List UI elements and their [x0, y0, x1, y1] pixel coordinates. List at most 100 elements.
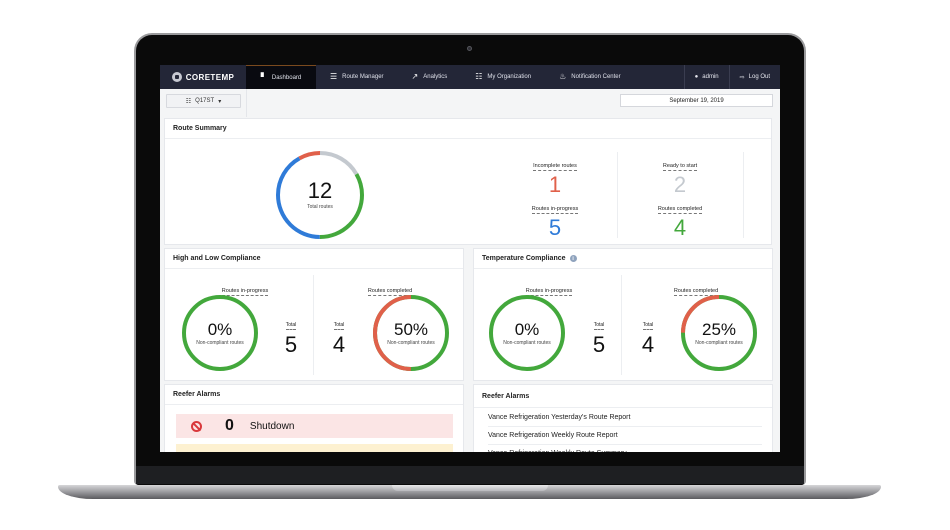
- completed-total: Total 4: [327, 313, 351, 357]
- stat-label: Routes in-progress: [531, 206, 579, 214]
- non-compliant-percent: 0%: [514, 319, 540, 339]
- nav-dashboard[interactable]: ▘ Dashboard: [246, 65, 316, 89]
- total-label: Total: [642, 322, 654, 330]
- non-compliant-percent: 25%: [701, 319, 737, 339]
- logout-button[interactable]: ⇨ Log Out: [728, 65, 780, 89]
- section-label: Routes completed: [367, 288, 413, 296]
- high-low-compliance-card: High and Low Compliance Routes in-progre…: [164, 248, 464, 381]
- top-navbar: CORETEMP ▘ Dashboard ☰ Route Manager ↗ A…: [160, 65, 780, 89]
- line-chart-icon: ↗: [411, 72, 419, 81]
- non-compliant-label: Non-compliant routes: [695, 339, 743, 346]
- total-value: 5: [284, 332, 298, 357]
- stat-label: Incomplete routes: [533, 163, 577, 171]
- non-compliant-percent: 0%: [207, 319, 233, 339]
- laptop-base: [58, 485, 881, 499]
- section-label: Routes completed: [673, 288, 719, 296]
- total-routes-value: 12: [307, 178, 333, 203]
- card-title: Temperature Compliance: [482, 255, 566, 262]
- nav-label: Analytics: [423, 74, 448, 80]
- laptop-chin: [136, 466, 804, 484]
- temperature-compliance-card: Temperature Compliance i Routes in-progr…: [473, 248, 773, 381]
- organization-selector[interactable]: ☷ Q17ST ▾: [166, 94, 241, 108]
- in-progress-compliance-donut: 0% Non-compliant routes: [181, 294, 259, 372]
- total-routes-donut: 12 Total routes: [274, 149, 366, 241]
- alarm-count: 0: [225, 417, 234, 434]
- nav-label: My Organization: [487, 74, 532, 80]
- completed-heading: Routes completed: [661, 279, 731, 297]
- alarm-label: Shutdown: [249, 420, 295, 432]
- non-compliant-label: Non-compliant routes: [503, 339, 551, 346]
- alarm-row-warning[interactable]: [176, 444, 453, 452]
- brand-name: CORETEMP: [185, 72, 235, 82]
- card-title: Reefer Alarms: [165, 385, 463, 405]
- card-title: Route Summary: [165, 119, 771, 139]
- total-value: 4: [332, 332, 346, 357]
- divider: [313, 275, 314, 375]
- stat-value: 2: [673, 172, 687, 197]
- user-icon: ●: [694, 74, 699, 80]
- route-status-ring: [276, 151, 364, 239]
- in-progress-total: Total 5: [587, 313, 611, 357]
- stat-ready-to-start[interactable]: Ready to start 2: [645, 154, 715, 197]
- area-chart-icon: ▘: [260, 72, 267, 82]
- divider: [743, 152, 744, 238]
- username: admin: [702, 74, 719, 80]
- stat-routes-completed[interactable]: Routes completed 4: [645, 197, 715, 240]
- toolbar-divider: [246, 89, 247, 117]
- nav-analytics[interactable]: ↗ Analytics: [398, 65, 462, 89]
- section-label: Routes in-progress: [525, 288, 573, 296]
- nav-notification-center[interactable]: ♨ Notification Center: [545, 65, 635, 89]
- stat-label: Ready to start: [662, 163, 698, 171]
- coretemp-logo-icon: [171, 72, 182, 82]
- sitemap-icon: ☷: [185, 98, 192, 105]
- nav-my-organization[interactable]: ☷ My Organization: [461, 65, 545, 89]
- stat-incomplete-routes[interactable]: Incomplete routes 1: [520, 154, 590, 197]
- alarm-row-shutdown[interactable]: 0 Shutdown: [176, 414, 453, 438]
- date-value: September 19, 2019: [669, 97, 724, 104]
- card-header: Temperature Compliance i: [474, 249, 772, 269]
- stat-routes-in-progress[interactable]: Routes in-progress 5: [520, 197, 590, 240]
- in-progress-heading: Routes in-progress: [210, 279, 280, 297]
- date-picker[interactable]: September 19, 2019: [620, 94, 773, 107]
- compliance-ring: [182, 295, 258, 371]
- non-compliant-label: Non-compliant routes: [196, 339, 244, 346]
- total-label: Total: [333, 322, 345, 330]
- donut-center: 0% Non-compliant routes: [488, 294, 566, 372]
- divider: [621, 275, 622, 375]
- donut-center: 25% Non-compliant routes: [680, 294, 758, 372]
- report-link[interactable]: Vance Refrigeration Weekly Route Report: [488, 427, 762, 445]
- info-icon[interactable]: i: [569, 255, 577, 262]
- total-routes-label: Total routes: [307, 204, 333, 210]
- total-value: 4: [641, 332, 655, 357]
- compliance-ring: [681, 295, 757, 371]
- non-compliant-label: Non-compliant routes: [387, 339, 435, 346]
- card-title: High and Low Compliance: [165, 249, 463, 269]
- nav-spacer: [635, 65, 684, 89]
- reefer-alarms-card: Reefer Alarms 0 Shutdown: [164, 384, 464, 452]
- ban-icon: [191, 420, 202, 432]
- bell-icon: ♨: [559, 72, 567, 81]
- list-icon: ☰: [330, 72, 338, 81]
- laptop-notch: [392, 485, 548, 491]
- user-menu[interactable]: ● admin: [683, 65, 729, 89]
- in-progress-total: Total 5: [279, 313, 303, 357]
- section-label: Routes in-progress: [221, 288, 269, 296]
- brand-logo[interactable]: CORETEMP: [160, 65, 246, 89]
- nav-label: Notification Center: [571, 74, 621, 80]
- card-title: Reefer Alarms: [474, 385, 772, 408]
- completed-compliance-donut: 25% Non-compliant routes: [680, 294, 758, 372]
- in-progress-compliance-donut: 0% Non-compliant routes: [488, 294, 566, 372]
- report-link[interactable]: Vance Refrigeration Weekly Route Summary: [488, 445, 762, 452]
- stat-value: 4: [673, 215, 687, 240]
- reports-card: Reefer Alarms Vance Refrigeration Yester…: [473, 384, 773, 452]
- nav-route-manager[interactable]: ☰ Route Manager: [316, 65, 398, 89]
- sitemap-icon: ☷: [475, 72, 483, 81]
- completed-compliance-donut: 50% Non-compliant routes: [372, 294, 450, 372]
- stat-value: 1: [548, 172, 562, 197]
- compliance-ring: [373, 295, 449, 371]
- route-summary-card: Route Summary 12 Total routes: [164, 118, 772, 245]
- completed-heading: Routes completed: [355, 279, 425, 297]
- in-progress-heading: Routes in-progress: [514, 279, 584, 297]
- compliance-ring: [489, 295, 565, 371]
- report-link[interactable]: Vance Refrigeration Yesterday's Route Re…: [488, 409, 762, 427]
